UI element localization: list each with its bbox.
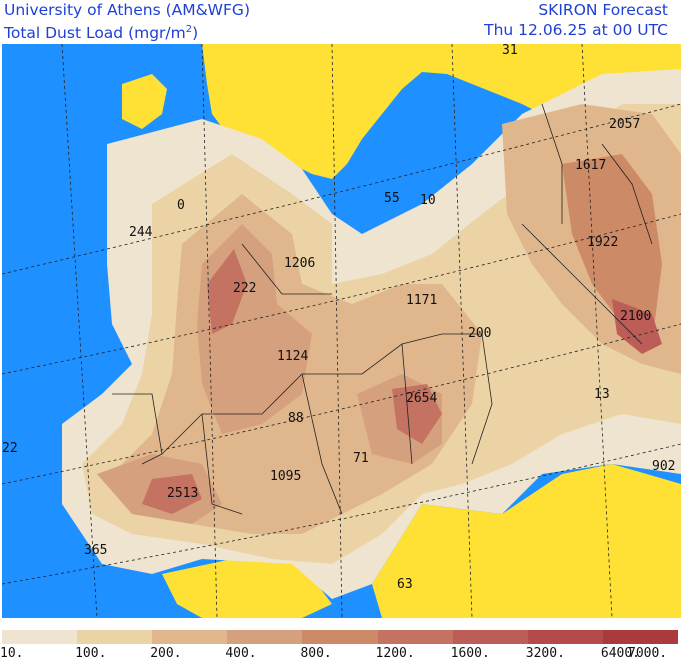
legend-color-swatch bbox=[2, 630, 78, 644]
map-value-label: 222 bbox=[233, 281, 256, 296]
legend-color-swatch bbox=[152, 630, 228, 644]
product-title-superscript: 2 bbox=[185, 24, 193, 35]
map-value-label: 31 bbox=[502, 44, 518, 58]
map-value-label: 902 bbox=[652, 459, 675, 474]
land-central-africa bbox=[372, 464, 681, 618]
legend-color-swatch bbox=[527, 630, 604, 644]
product-title: Total Dust Load (mgr/m2) bbox=[4, 20, 198, 43]
dust-band-1200-1600-central bbox=[392, 384, 442, 444]
map-value-label: 365 bbox=[84, 543, 107, 558]
map-value-label: 1124 bbox=[277, 349, 308, 364]
map-value-label: 22 bbox=[2, 441, 18, 456]
land-west-africa-coast bbox=[162, 559, 332, 618]
map-value-label: 2654 bbox=[406, 391, 437, 406]
legend-tick-label: 7000. bbox=[628, 646, 668, 661]
land-britain bbox=[122, 74, 167, 129]
map-header: University of Athens (AM&WFG) Total Dust… bbox=[0, 0, 700, 44]
map-value-label: 1171 bbox=[406, 293, 437, 308]
legend-tick-label: 100. bbox=[75, 646, 107, 661]
dust-band-1200-1600 bbox=[207, 249, 247, 334]
legend-tick-label: 800. bbox=[300, 646, 332, 661]
legend-tick-label: 1600. bbox=[450, 646, 490, 661]
map-value-label: 88 bbox=[288, 411, 304, 426]
forecast-datetime: Thu 12.06.25 at 00 UTC bbox=[484, 21, 668, 39]
map-value-label: 71 bbox=[353, 451, 369, 466]
land-clear-areas bbox=[122, 44, 681, 618]
legend-color-swatch bbox=[602, 630, 679, 644]
dust-load-map: 31 2057 1617 0 55 10 244 1206 1922 222 1171 2100 200… bbox=[2, 44, 681, 618]
map-value-label: 1095 bbox=[270, 469, 301, 484]
color-scale-legend bbox=[2, 630, 679, 644]
map-value-label: 2057 bbox=[609, 117, 640, 132]
graticule bbox=[2, 44, 681, 618]
legend-tick-label: 200. bbox=[150, 646, 182, 661]
map-value-label: 2100 bbox=[620, 309, 651, 324]
legend-tick-label: 400. bbox=[225, 646, 257, 661]
legend-color-swatch bbox=[452, 630, 529, 644]
map-value-label: 244 bbox=[129, 225, 153, 240]
product-title-end: ) bbox=[192, 24, 199, 43]
forecast-system-label: SKIRON Forecast bbox=[538, 1, 668, 19]
dust-band-800-1200-east bbox=[562, 154, 662, 344]
legend-color-swatch bbox=[377, 630, 454, 644]
land-europe bbox=[202, 44, 681, 179]
map-value-label: 1206 bbox=[284, 256, 315, 271]
dust-band-1600-3200 bbox=[612, 299, 662, 354]
legend-tick-label: 3200. bbox=[525, 646, 565, 661]
map-value-label: 1617 bbox=[575, 158, 606, 173]
map-value-label: 63 bbox=[397, 577, 413, 592]
legend-tick-label: 6400. bbox=[600, 646, 641, 661]
map-value-label: 1922 bbox=[587, 235, 618, 250]
legend-color-swatch bbox=[77, 630, 153, 644]
map-value-label: 2513 bbox=[167, 486, 198, 501]
dust-band-1200-1600-west bbox=[142, 474, 202, 514]
map-value-label: 0 bbox=[177, 198, 185, 213]
institution-title: University of Athens (AM&WFG) bbox=[4, 1, 250, 19]
map-value-label: 55 bbox=[384, 191, 400, 206]
legend-color-swatch bbox=[302, 630, 379, 644]
product-title-main: Total Dust Load (mgr/m bbox=[4, 24, 186, 43]
legend-color-swatch bbox=[227, 630, 303, 644]
legend-tick-label: 10. bbox=[0, 646, 24, 661]
map-value-label: 13 bbox=[594, 387, 610, 402]
map-value-label: 10 bbox=[420, 193, 436, 208]
country-borders bbox=[112, 103, 653, 515]
map-value-labels: 31 2057 1617 0 55 10 244 1206 1922 222 1171 2100 200… bbox=[2, 44, 675, 592]
legend-tick-label: 1200. bbox=[375, 646, 415, 661]
map-value-label: 200 bbox=[468, 326, 491, 341]
